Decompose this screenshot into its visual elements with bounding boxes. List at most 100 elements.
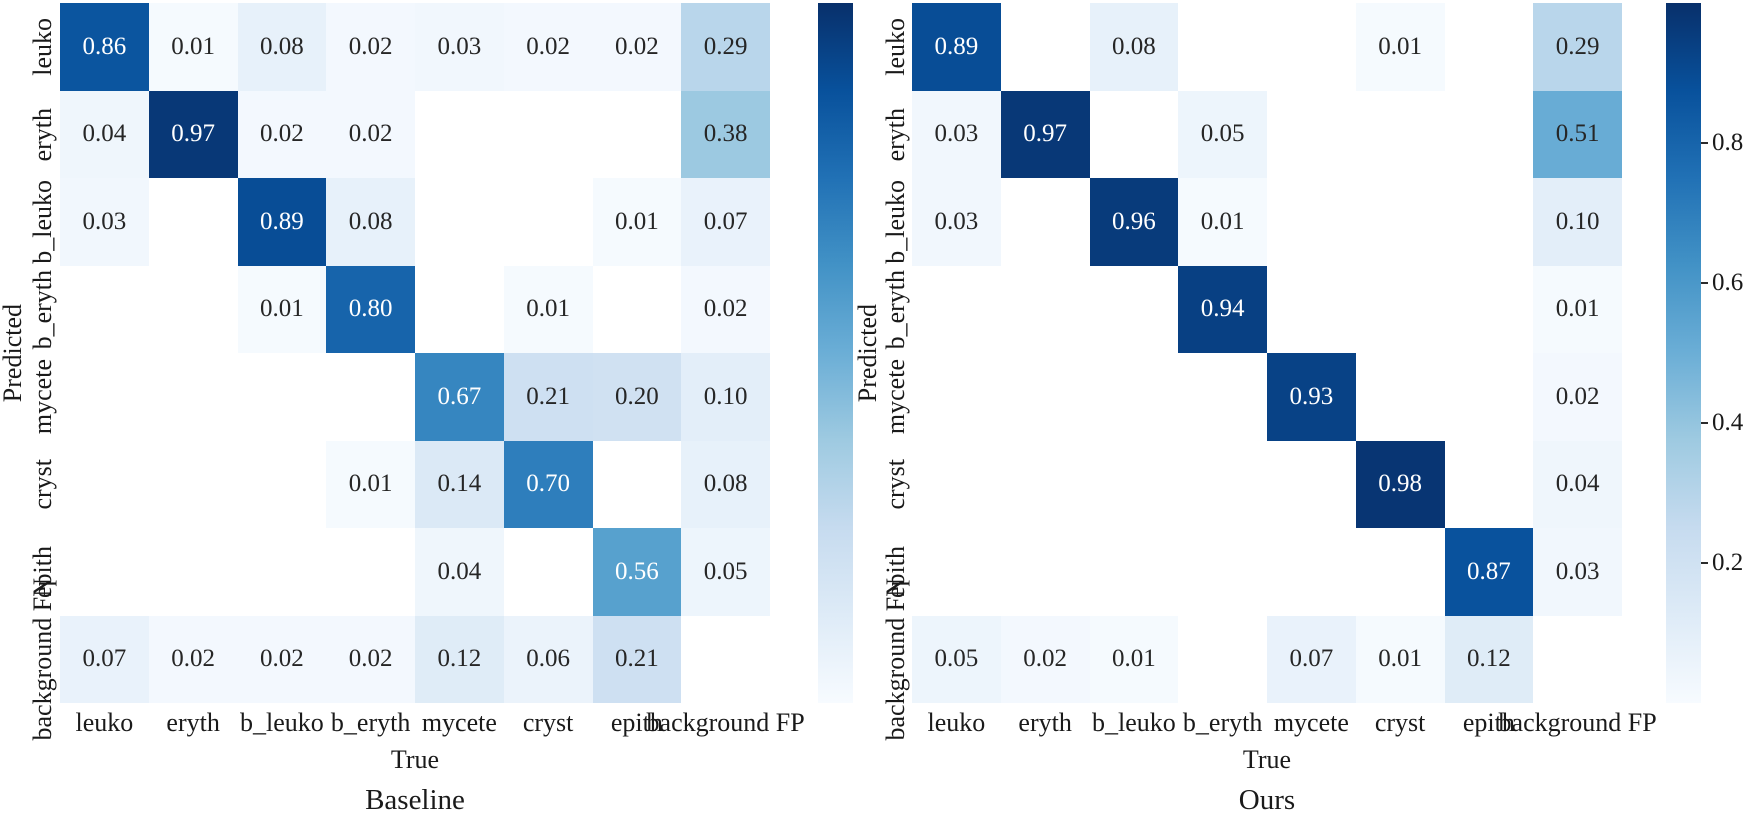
- heatmap-cell: [1000, 265, 1090, 353]
- colorbar-tick-mark: [1701, 142, 1708, 144]
- x-tick-label: leuko: [927, 708, 986, 737]
- heatmap-cell: 0.04: [415, 528, 504, 616]
- heatmap-cell: 0.03: [1533, 528, 1622, 616]
- x-tick-label: b_eryth: [1182, 708, 1263, 737]
- heatmap-cell: [1355, 90, 1445, 178]
- heatmap-cell: 0.04: [60, 90, 149, 178]
- heatmap-cell: 0.01: [237, 265, 327, 353]
- y-tick-label: mycete: [28, 359, 57, 435]
- y-axis-label: Predicted: [0, 303, 27, 403]
- heatmap-cell: 0.14: [415, 440, 504, 528]
- heatmap-cell: [148, 440, 238, 528]
- colorbar-right: 0.2 0.4 0.6 0.8: [1666, 3, 1743, 703]
- heatmap-cell: [1533, 615, 1622, 703]
- x-tick-label: background FP: [1498, 708, 1657, 737]
- heatmap-cell: [681, 615, 770, 703]
- heatmap-cell: 0.10: [1533, 178, 1622, 266]
- x-axis-label: True: [1242, 745, 1292, 774]
- heatmap-cell: [1089, 528, 1179, 616]
- colorbar-tick-label: 0.2: [1712, 549, 1744, 576]
- heatmap-cell: [1178, 3, 1267, 91]
- colorbar-tick-label: 0.4: [1712, 409, 1744, 436]
- heatmap-cell: 0.03: [60, 178, 149, 266]
- heatmap-cell: [237, 528, 327, 616]
- colorbar-tick-label: 0.6: [1712, 269, 1744, 296]
- heatmap-cell: [1355, 353, 1445, 441]
- heatmap-cell: [237, 440, 327, 528]
- y-tick-label: cryst: [28, 458, 57, 510]
- confusion-matrix-panel-baseline: Predicted leuko eryth b_leuko b_eryth mycete…: [0, 0, 805, 816]
- heatmap-cell: 0.02: [1533, 353, 1622, 441]
- y-tick-labels: leuko eryth b_leuko b_eryth mycete cryst epith…: [26, 3, 60, 741]
- colorbar-tick-mark: [1701, 562, 1708, 564]
- heatmap-cell: 0.02: [326, 615, 415, 703]
- heatmap-cell: [592, 90, 682, 178]
- y-tick-label: leuko: [28, 17, 57, 76]
- heatmap-cell: 0.07: [681, 178, 770, 266]
- x-tick-label: b_eryth: [330, 708, 411, 737]
- heatmap-cell: [1267, 440, 1356, 528]
- heatmap-cell: 0.01: [503, 265, 593, 353]
- y-axis-label-box: Predicted: [853, 3, 882, 703]
- heatmap-cell: [1000, 353, 1090, 441]
- x-tick-label: b_leuko: [1091, 708, 1176, 737]
- heatmap-cell: 0.21: [503, 353, 593, 441]
- heatmap-cell: [60, 353, 149, 441]
- x-tick-label: eryth: [1018, 708, 1072, 737]
- heatmap-cell: [592, 440, 682, 528]
- y-tick-label: b_leuko: [28, 179, 57, 264]
- heatmap-cell: [1444, 90, 1534, 178]
- x-tick-label: b_leuko: [239, 708, 324, 737]
- colorbar-tick: 0.2: [1701, 549, 1743, 577]
- heatmap-cell: 0.86: [60, 3, 149, 91]
- heatmap-grid: 0.89 0.08 0.01 0.29 0.03 0.97 0.05 0.51 0.03 0.96…: [912, 3, 1622, 703]
- heatmap-cell: 0.02: [148, 615, 238, 703]
- heatmap-cell: [503, 178, 593, 266]
- y-axis-label-box: Predicted: [0, 3, 27, 703]
- colorbar-tick: 0.4: [1701, 409, 1743, 437]
- heatmap-cell: 0.02: [1000, 615, 1090, 703]
- y-tick-label: cryst: [881, 458, 910, 510]
- heatmap-cell: [237, 353, 327, 441]
- y-tick-label: eryth: [881, 107, 910, 161]
- heatmap-cell: [1444, 265, 1534, 353]
- colorbar-tick: 0.8: [1701, 129, 1743, 157]
- heatmap-cell: [1355, 528, 1445, 616]
- x-tick-labels: leuko eryth b_leuko b_eryth mycete cryst epith…: [912, 703, 1657, 743]
- heatmap-cell: 0.56: [592, 528, 682, 616]
- heatmap-cell: [415, 178, 504, 266]
- heatmap-cell: 0.01: [1355, 3, 1445, 91]
- heatmap-cell: 0.20: [592, 353, 682, 441]
- heatmap-cell: 0.94: [1178, 265, 1267, 353]
- x-tick-label: epith: [1462, 708, 1515, 737]
- y-tick-label: eryth: [28, 107, 57, 161]
- heatmap-cell: 0.05: [1178, 90, 1267, 178]
- heatmap-cell: [148, 178, 238, 266]
- heatmap-cell: [1178, 440, 1267, 528]
- y-axis-label: Predicted: [853, 303, 882, 403]
- y-tick-label: b_leuko: [881, 179, 910, 264]
- y-tick-label: background FN: [28, 578, 57, 741]
- heatmap-cell: [1178, 615, 1267, 703]
- heatmap-cell: [1444, 353, 1534, 441]
- heatmap-cell: [1000, 178, 1090, 266]
- heatmap-cell: 0.05: [912, 615, 1001, 703]
- heatmap-cell: 0.04: [1533, 440, 1622, 528]
- heatmap-grid: 0.86 0.01 0.08 0.02 0.03 0.02 0.02 0.29 0.04 0.97…: [60, 3, 770, 703]
- heatmap-cell: [1000, 3, 1090, 91]
- heatmap-cell: 0.98: [1355, 440, 1445, 528]
- heatmap-cell: 0.12: [415, 615, 504, 703]
- y-tick-label: background FN: [881, 578, 910, 741]
- heatmap-cell: [912, 353, 1001, 441]
- heatmap-cell: [1089, 90, 1179, 178]
- x-axis-label: True: [390, 745, 440, 774]
- heatmap-cell: 0.01: [1355, 615, 1445, 703]
- heatmap-cell: [503, 528, 593, 616]
- heatmap-cell: [1267, 528, 1356, 616]
- heatmap-cell: [1089, 265, 1179, 353]
- heatmap-cell: [912, 528, 1001, 616]
- heatmap-cell: 0.29: [681, 3, 770, 91]
- heatmap-cell: 0.02: [681, 265, 770, 353]
- heatmap-cell: [60, 440, 149, 528]
- y-tick-label: b_eryth: [881, 269, 910, 349]
